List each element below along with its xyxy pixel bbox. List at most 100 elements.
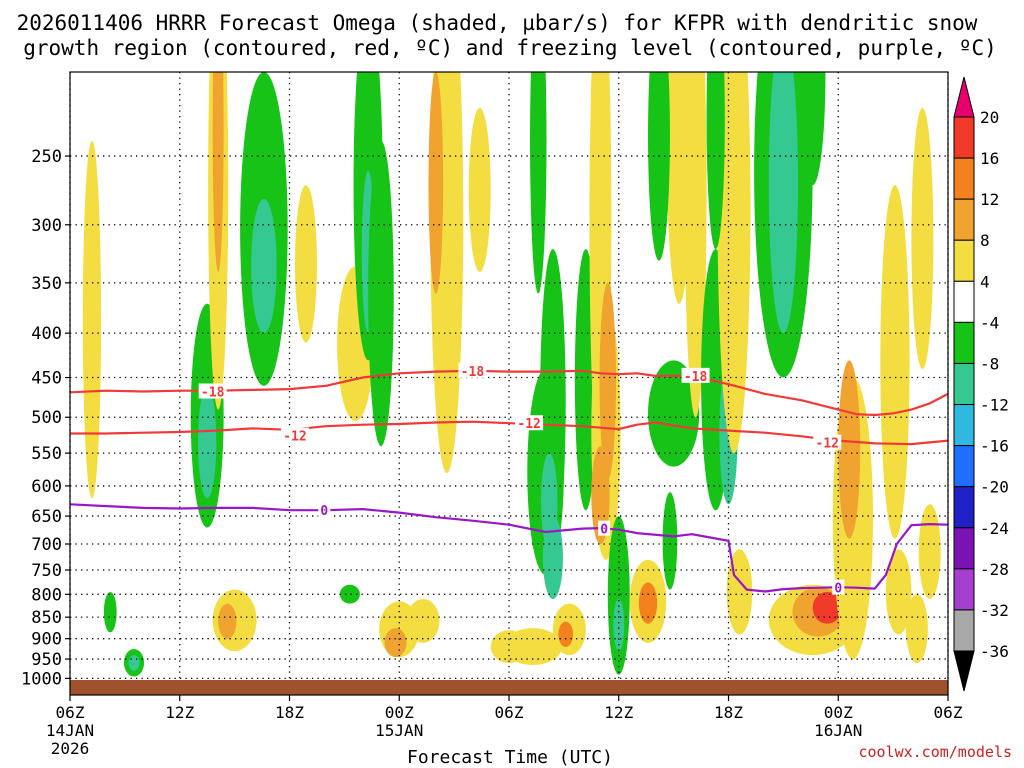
y-tick-label-350: 350 (31, 274, 62, 294)
colorbar-swatch-0 (953, 116, 975, 159)
omega-cell-58 (812, 591, 842, 624)
colorbar-label: -36 (980, 642, 1009, 661)
omega-cell-42 (648, 360, 700, 467)
y-tick-label-800: 800 (31, 585, 62, 605)
y-tick-label-550: 550 (31, 444, 62, 464)
y-tick-label-600: 600 (31, 477, 62, 497)
omega-cell-54 (781, 170, 793, 272)
colorbar-top-arrow (953, 76, 975, 118)
colorbar-swatch-10 (953, 527, 975, 570)
contour-label-minus12: -12 (517, 417, 540, 432)
omega-cell-60 (838, 360, 861, 539)
x-tick-year-0: 2026 (51, 739, 90, 758)
contour-label-minus18: -18 (201, 386, 225, 401)
omega-cell-3 (128, 655, 140, 671)
x-tick-date-7: 16JAN (814, 721, 862, 740)
omega-cell-17 (368, 140, 394, 447)
omega-cell-30 (503, 628, 563, 665)
x-axis-label: Forecast Time (UTC) (407, 747, 613, 768)
contour-label-bg (681, 367, 710, 383)
omega-cell-9 (218, 603, 237, 639)
omega-cell-63 (911, 107, 934, 370)
x-tick-date-3: 15JAN (375, 721, 423, 740)
omega-cell-49 (717, 72, 751, 454)
contour-label-bg (198, 383, 227, 399)
y-tick-label-900: 900 (31, 630, 62, 650)
colorbar-label: 16 (980, 149, 999, 168)
omega-cell-29 (542, 516, 563, 599)
y-tick-label-950: 950 (31, 650, 62, 670)
omega-cell-62 (885, 549, 912, 635)
y-tick-label-450: 450 (31, 369, 62, 389)
y-tick-label-500: 500 (31, 408, 62, 428)
colorbar-label: -28 (980, 560, 1009, 579)
contour-label-zero: 0 (320, 504, 328, 519)
colorbar-swatch-4 (953, 280, 975, 323)
y-tick-label-1000: 1000 (21, 669, 62, 689)
contour-minus18 (70, 369, 948, 417)
colorbar-swatch-11 (953, 568, 975, 611)
y-tick-label-400: 400 (31, 324, 62, 344)
colorbar-label: -16 (980, 437, 1009, 456)
omega-cell-25 (530, 72, 547, 294)
x-tick-label-0: 06Z (56, 703, 85, 722)
y-tick-label-250: 250 (31, 147, 62, 167)
x-tick-label-7: 00Z (824, 703, 853, 722)
omega-cell-11 (251, 198, 277, 334)
colorbar-label: -32 (980, 601, 1009, 620)
omega-cell-39 (613, 598, 625, 652)
x-tick-label-8: 06Z (934, 703, 963, 722)
colorbar-swatch-1 (953, 157, 975, 200)
colorbar-label: -24 (980, 519, 1009, 538)
contour-zero (70, 503, 948, 593)
omega-cell-0 (82, 140, 102, 499)
omega-cell-5 (198, 385, 217, 499)
x-tick-label-3: 00Z (385, 703, 414, 722)
x-tick-label-6: 18Z (714, 703, 743, 722)
contour-label-bg (813, 434, 842, 450)
colorbar-label: -12 (980, 396, 1009, 415)
contour-label-minus12: -12 (816, 437, 839, 452)
watermark: coolwx.com/models (858, 743, 1012, 761)
colorbar-label: 8 (980, 231, 990, 250)
colorbar-swatch-8 (953, 445, 975, 488)
omega-cell-20 (406, 598, 440, 643)
colorbar-swatch-3 (953, 239, 975, 282)
contour-label-minus18: -18 (684, 370, 708, 385)
omega-cell-19 (384, 628, 407, 658)
omega-cell-50 (706, 72, 725, 250)
contour-label-bg (515, 415, 544, 431)
omega-cell-45 (648, 72, 670, 261)
colorbar-label: 12 (980, 190, 999, 209)
omega-cell-23 (468, 107, 491, 272)
y-tick-label-300: 300 (31, 216, 62, 236)
omega-cell-1 (103, 591, 117, 633)
x-tick-label-5: 12Z (604, 703, 633, 722)
y-tick-label-700: 700 (31, 535, 62, 555)
contour-label-minus12: -12 (283, 430, 306, 445)
colorbar-label: -20 (980, 478, 1009, 497)
contour-label-zero: 0 (834, 582, 842, 597)
colorbar-swatch-9 (953, 486, 975, 529)
omega-cell-36 (599, 282, 617, 480)
y-axis: 2503003504004505005506006507007508008509… (21, 147, 70, 689)
contour-label-bg (280, 427, 309, 443)
colorbar-swatch-2 (953, 198, 975, 241)
omega-cell-65 (918, 504, 941, 599)
contour-label-bg (598, 520, 611, 536)
colorbar: 20 16 12 8 4 -4 -8 -12 -16 -20 -24 -28 -32 -36 (953, 76, 1009, 692)
colorbar-label: 4 (980, 272, 990, 291)
omega-cell-22 (428, 72, 444, 294)
y-tick-label-750: 750 (31, 561, 62, 581)
x-tick-date-0: 14JAN (46, 721, 94, 740)
omega-cell-43 (662, 492, 678, 590)
omega-cell-53 (768, 72, 799, 334)
omega-cell-12 (294, 185, 317, 343)
colorbar-swatch-6 (953, 362, 975, 406)
chart-title-line2: growth region (contoured, red, ºC) and f… (23, 36, 997, 60)
contours: -18 -18 -18 -12 -12 -12 0 0 0 (70, 362, 948, 597)
grid-lines (69, 72, 949, 684)
omega-cell-51 (726, 549, 753, 635)
